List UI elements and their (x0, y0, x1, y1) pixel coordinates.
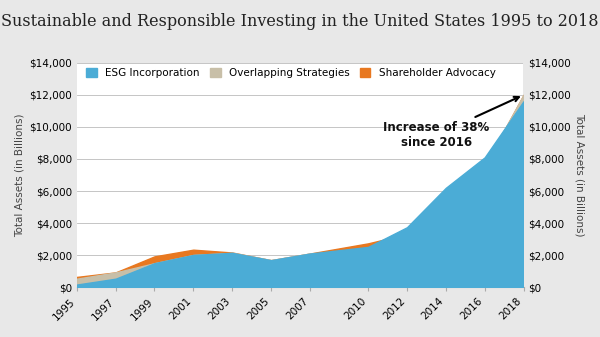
Legend: ESG Incorporation, Overlapping Strategies, Shareholder Advocacy: ESG Incorporation, Overlapping Strategie… (86, 68, 496, 78)
Text: Sustainable and Responsible Investing in the United States 1995 to 2018: Sustainable and Responsible Investing in… (1, 13, 599, 30)
Text: Increase of 38%
since 2016: Increase of 38% since 2016 (383, 97, 519, 149)
Y-axis label: Total Assets (in Billions): Total Assets (in Billions) (575, 113, 585, 237)
Y-axis label: Total Assets (in Billions): Total Assets (in Billions) (15, 113, 25, 237)
